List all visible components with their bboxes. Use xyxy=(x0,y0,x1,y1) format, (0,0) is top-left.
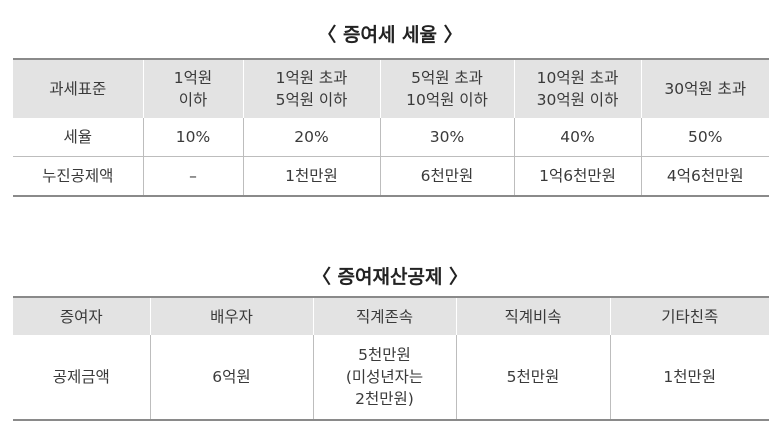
table-cell: 50% xyxy=(640,118,769,157)
header-cell: 30억원 초과 xyxy=(640,59,769,118)
table-row: 누진공제액 – 1천만원 6천만원 1억6천만원 4억6천만원 xyxy=(13,156,769,196)
header-cell: 5억원 초과 10억원 이하 xyxy=(379,59,514,118)
table-cell: 세율 xyxy=(63,128,93,146)
table-cell: 20% xyxy=(242,118,380,157)
header-cell: 1억원 초과 5억원 이하 xyxy=(242,59,380,118)
table-cell: 6억원 xyxy=(149,335,313,420)
table-cell: 4억6천만원 xyxy=(640,156,769,196)
header-cell: 기타친족 xyxy=(609,297,769,335)
header-cell: 1억원 이하 xyxy=(142,59,243,118)
gift-deduction-table: 증여자 배우자 직계존속 직계비속 기타친족 공제금액 6억원 5천만원 (미성… xyxy=(13,296,769,421)
table-cell: 30% xyxy=(379,118,514,157)
gift-tax-rate-table: 과세표준 1억원 이하 1억원 초과 5억원 이하 5억원 초과 10억원 이하… xyxy=(13,58,769,197)
header-cell: 배우자 xyxy=(149,297,313,335)
table-cell: 1천만원 xyxy=(242,156,380,196)
header-cell: 직계비속 xyxy=(455,297,610,335)
table-header-row: 증여자 배우자 직계존속 직계비속 기타친족 xyxy=(13,297,769,335)
gift-tax-rate-title: 〈 증여세 세율 〉 xyxy=(317,24,463,46)
table-row: 공제금액 6억원 5천만원 (미성년자는 2천만원) 5천만원 1천만원 xyxy=(13,335,769,420)
gift-deduction-title: 〈 증여재산공제 〉 xyxy=(311,266,469,288)
table-cell: 10% xyxy=(142,118,243,157)
table-cell: 6천만원 xyxy=(379,156,514,196)
table-cell: 누진공제액 xyxy=(13,156,143,196)
table-header-row: 과세표준 1억원 이하 1억원 초과 5억원 이하 5억원 초과 10억원 이하… xyxy=(13,59,769,118)
table-cell: 5천만원 xyxy=(455,335,610,420)
table-row: 세율 10% 20% 30% 40% 50% xyxy=(13,118,769,157)
table-cell: 40% xyxy=(513,118,641,157)
table-cell: 5천만원 (미성년자는 2천만원) xyxy=(312,335,456,420)
table-cell: 1천만원 xyxy=(609,335,769,420)
header-cell: 10억원 초과 30억원 이하 xyxy=(513,59,641,118)
table-cell: 공제금액 xyxy=(52,368,110,386)
table-cell: – xyxy=(142,156,243,196)
table-cell: 1억6천만원 xyxy=(513,156,641,196)
header-cell: 증여자 xyxy=(13,297,150,335)
header-cell: 과세표준 xyxy=(13,59,143,118)
header-cell: 직계존속 xyxy=(312,297,456,335)
